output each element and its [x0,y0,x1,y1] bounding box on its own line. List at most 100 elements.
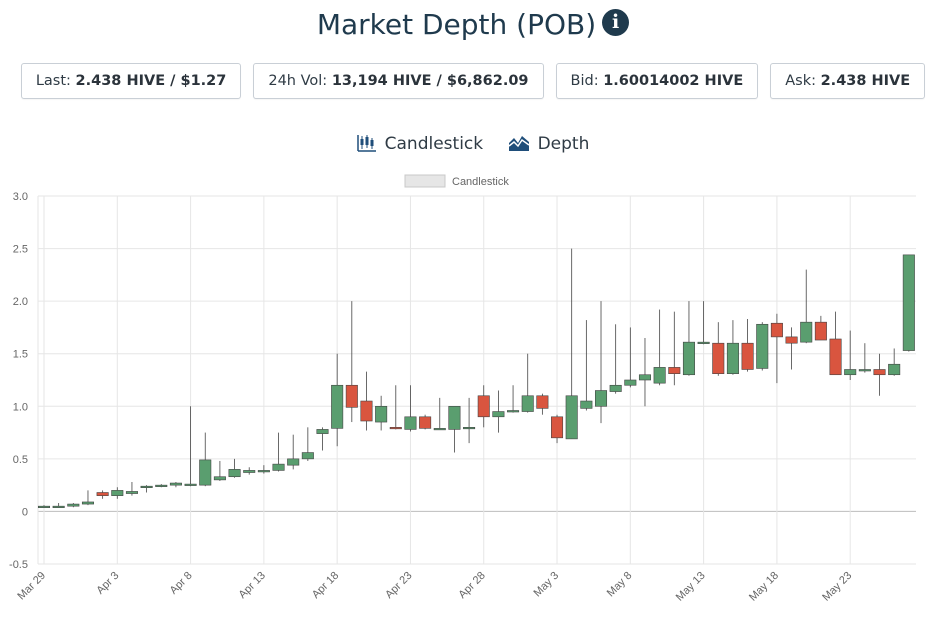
volume-value: 13,194 HIVE / $6,862.09 [331,73,529,89]
volume-label: 24h Vol: [268,73,328,89]
candle-body [536,395,549,409]
candle-body [360,400,373,422]
ask-stat: Ask: 2.438 HIVE [770,63,926,99]
last-price-value: 2.438 HIVE / $1.27 [75,73,227,89]
candle-body [433,428,446,431]
candle-body [521,395,534,412]
candle-body [228,469,241,478]
candle-body [770,322,783,338]
x-tick-label: Apr 3 [94,570,121,597]
candle-body [477,395,490,418]
bid-value: 1.60014002 HIVE [603,73,744,89]
candle-body [375,405,388,423]
candle-body [638,374,652,381]
candle-body [682,341,695,376]
y-tick-label: 2.0 [13,296,28,308]
x-tick-label: Apr 13 [237,570,268,601]
candle-body [67,503,80,507]
info-icon[interactable]: i [602,9,630,36]
candle-body [213,476,226,481]
candle-body [565,395,578,440]
x-tick-label: May 13 [674,570,708,604]
candle-body [37,505,51,508]
candle-body [331,384,344,429]
candlestick-icon [356,135,376,152]
candle-body [199,459,212,486]
candle-body [814,321,827,341]
candle-body [653,367,666,384]
x-tick-label: Apr 23 [383,570,414,601]
candle-body [81,501,94,505]
candle-body [551,416,564,439]
candle-body [697,341,710,344]
y-tick-label: 1.5 [13,349,28,361]
x-tick-label: May 3 [531,570,561,600]
last-price-label: Last: [35,73,71,89]
candle-body [741,342,754,370]
tab-candlestick-label: Candlestick [384,134,484,154]
candle-body [169,482,182,486]
page-title: Market Depth (POB) [316,8,597,41]
tab-depth-label: Depth [537,134,590,154]
tab-candlestick[interactable]: Candlestick [356,133,484,154]
x-tick-label: May 18 [747,570,781,604]
candle-body [492,411,505,418]
candle-body [316,429,329,434]
candle-body [155,484,168,487]
legend-label: Candlestick [452,176,509,188]
candle-body [609,384,622,392]
last-price-stat: Last: 2.438 HIVE / $1.27 [20,63,242,99]
x-tick-label: May 8 [605,570,635,600]
y-tick-label: 0.5 [13,454,28,466]
market-stats-bar: Last: 2.438 HIVE / $1.27 24h Vol: 13,194… [0,63,946,99]
ask-label: Ask: [785,73,816,89]
candle-body [419,416,432,429]
candle-body [111,490,124,496]
bid-label: Bid: [570,73,599,89]
candle-body [96,492,109,496]
candle-body [184,483,197,486]
header: Market Depth (POB) i [0,8,946,41]
candle-body [712,342,725,374]
candle-body [301,452,314,460]
candle-body [243,470,256,473]
candle-body [507,410,520,413]
candle-body [844,369,857,376]
y-tick-label: 0 [22,506,28,518]
x-tick-label: Mar 29 [15,570,48,603]
ask-value: 2.438 HIVE [820,73,911,89]
candle-body [594,390,608,407]
candle-body [829,338,842,376]
x-tick-label: Apr 28 [456,570,487,601]
volume-stat: 24h Vol: 13,194 HIVE / $6,862.09 [253,63,544,99]
y-tick-label: 2.5 [13,244,28,256]
candle-body [624,379,637,386]
bid-stat: Bid: 1.60014002 HIVE [555,63,759,99]
candle-body [580,400,593,409]
candle-body [858,369,871,372]
candle-body [140,485,153,488]
candle-body [756,323,769,369]
x-tick-label: May 23 [820,570,854,604]
candle-body [888,363,901,376]
candle-body [800,321,813,343]
candle-body [404,416,417,430]
candle-body [463,427,476,430]
y-tick-label: 3.0 [13,191,28,203]
candle-body [257,470,270,473]
candle-body [873,369,886,376]
chart-type-tabs: Candlestick Depth [0,133,946,154]
candle-body [389,427,402,430]
y-tick-label: 1.0 [13,401,28,413]
candle-body [345,384,358,408]
candle-body [902,254,915,351]
y-tick-label: -0.5 [9,559,28,571]
candle-body [668,367,681,374]
tab-depth[interactable]: Depth [508,133,590,154]
candle-body [785,336,798,344]
candle-body [52,505,65,508]
depth-chart-icon [508,136,530,151]
candle-body [272,463,285,471]
candle-body [726,342,739,374]
